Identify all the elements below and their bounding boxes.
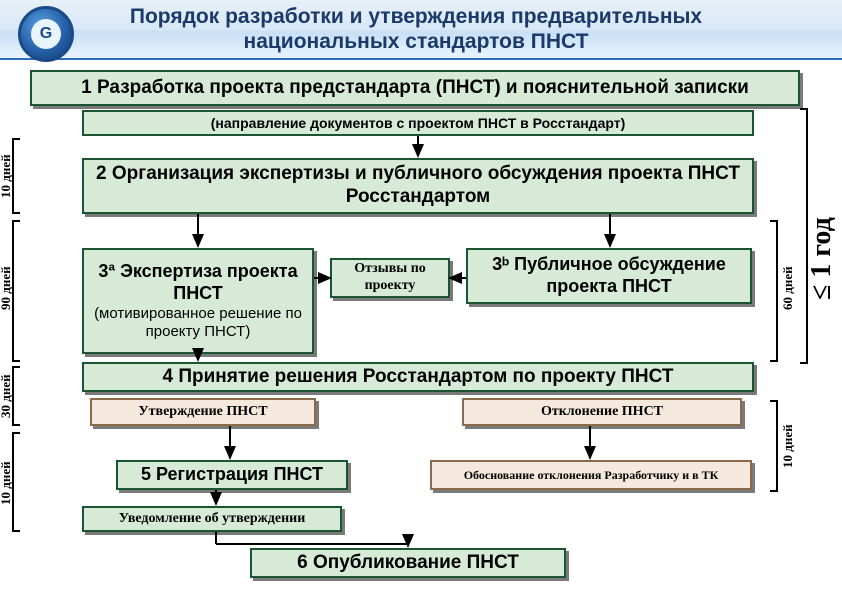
logo-letter: G xyxy=(31,19,61,49)
dur-10b: 10 дней xyxy=(0,455,14,511)
dur-year: ≤ 1 год xyxy=(806,170,838,300)
dur-90: 90 дней xyxy=(0,260,14,316)
dur-30: 30 дней xyxy=(0,368,14,424)
dur-60: 60 дней xyxy=(780,260,796,316)
page-title: Порядок разработки и утверждения предвар… xyxy=(90,4,842,54)
dur-10a: 10 дней xyxy=(0,148,14,204)
step3b-box: 3ᵇ Публичное обсуждение проекта ПНСТ xyxy=(466,248,752,304)
step4-box: 4 Принятие решения Росстандартом по прое… xyxy=(82,362,754,392)
dur-10c: 10 дней xyxy=(780,418,796,474)
step6-box: 6 Опубликование ПНСТ xyxy=(250,548,566,578)
step2-box: 2 Организация экспертизы и публичного об… xyxy=(82,158,754,214)
step3a-box: 3ª Экспертиза проекта ПНСТ (мотивированн… xyxy=(82,248,314,354)
step3a-title: 3ª Экспертиза проекта ПНСТ xyxy=(92,261,304,304)
step1-sub-box: (направление документов с проектом ПНСТ … xyxy=(82,110,754,136)
bracket-10c xyxy=(770,400,778,492)
reject-box: Отклонение ПНСТ xyxy=(462,398,742,426)
header: G Порядок разработки и утверждения предв… xyxy=(0,0,842,60)
approve-box: Утверждение ПНСТ xyxy=(90,398,316,426)
reject-reason-box: Обоснование отклонения Разработчику и в … xyxy=(430,460,752,490)
step1-box: 1 Разработка проекта предстандарта (ПНСТ… xyxy=(30,70,800,106)
step3a-sub: (мотивированное решение по проекту ПНСТ) xyxy=(92,305,304,341)
notify-box: Уведомление об утверждении xyxy=(82,506,342,532)
bracket-60 xyxy=(770,220,778,362)
flowchart: 1 Разработка проекта предстандарта (ПНСТ… xyxy=(30,70,812,580)
logo: G xyxy=(18,6,74,62)
reviews-box: Отзывы по проекту xyxy=(330,258,450,298)
step5-box: 5 Регистрация ПНСТ xyxy=(116,460,348,490)
